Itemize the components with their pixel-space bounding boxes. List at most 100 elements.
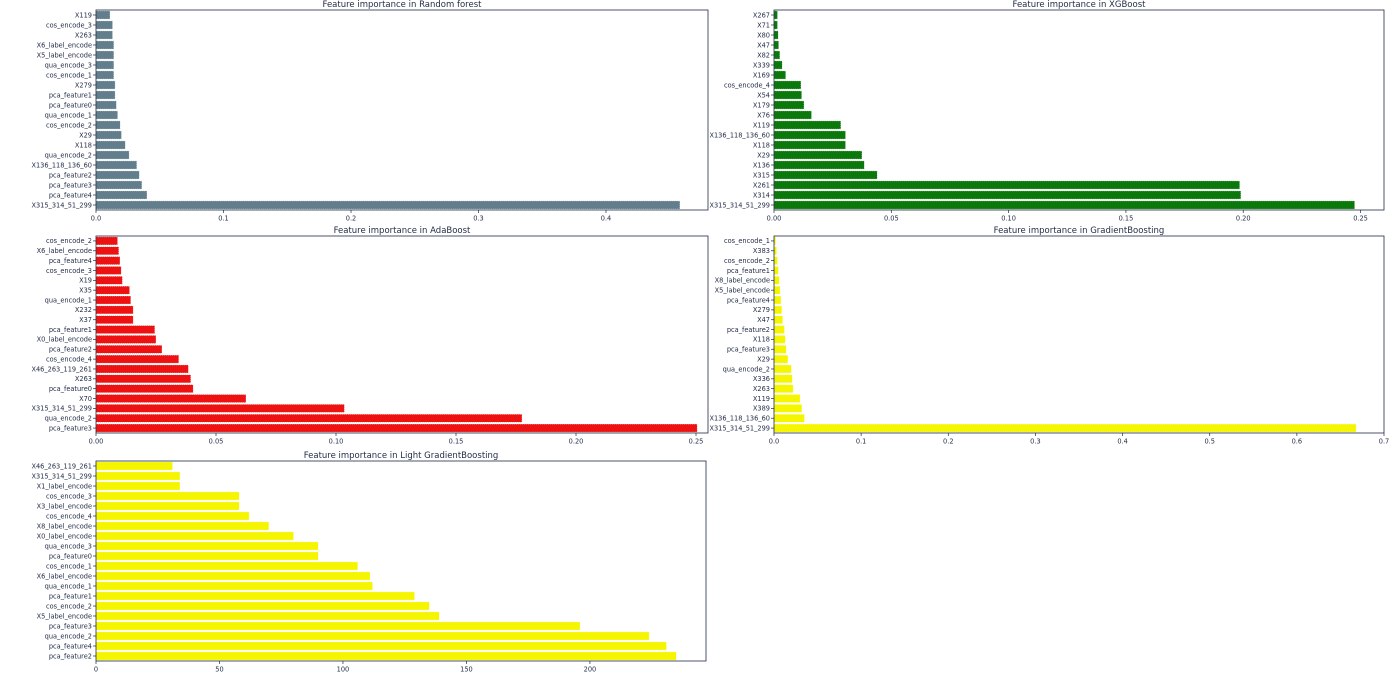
y-tick-label: X47 xyxy=(757,41,770,49)
bar xyxy=(95,200,681,210)
y-tick-label: X267 xyxy=(753,11,770,19)
bar xyxy=(773,305,783,315)
bar xyxy=(95,481,181,491)
x-tick-label: 0.3 xyxy=(473,215,484,223)
y-tick-label: X315_314_51_299 xyxy=(709,424,770,432)
y-tick-label: X1_label_encode xyxy=(37,482,92,490)
x-tick-label: 0.1 xyxy=(218,215,229,223)
bar xyxy=(95,541,319,551)
bar xyxy=(773,344,787,354)
x-tick-label: 150 xyxy=(460,666,473,674)
x-tick-label: 50 xyxy=(215,666,223,674)
bar xyxy=(95,511,250,521)
bar xyxy=(95,461,173,471)
x-tick-label: 0.00 xyxy=(89,438,104,446)
y-tick-label: qua_encode_2 xyxy=(723,365,770,373)
x-tick-label: 0.4 xyxy=(601,215,612,223)
bar xyxy=(95,160,138,170)
y-tick-label: X279 xyxy=(75,81,92,89)
bar xyxy=(95,70,115,80)
chart-title: Feature importance in Random forest xyxy=(323,0,483,10)
bar xyxy=(95,276,123,285)
chart-title: Feature importance in Light GradientBoos… xyxy=(304,451,499,461)
x-tick-label: 0.6 xyxy=(1292,438,1303,446)
chart-panel-3: Feature importance in AdaBoost cos_encode… xyxy=(31,226,709,446)
y-tick-label: cos_encode_3 xyxy=(46,21,92,29)
y-tick-label: X263 xyxy=(753,385,770,393)
y-tick-label: X261 xyxy=(753,181,770,189)
bar xyxy=(95,335,157,344)
bar xyxy=(773,130,846,140)
bar xyxy=(773,30,779,40)
bar xyxy=(95,305,134,315)
bar xyxy=(95,325,156,334)
bar xyxy=(95,521,270,531)
x-tick-label: 0.20 xyxy=(569,438,584,446)
y-tick-label: X35 xyxy=(79,286,92,294)
y-tick-label: X82 xyxy=(757,51,770,59)
bar xyxy=(95,140,126,150)
y-tick-label: cos_encode_3 xyxy=(46,492,92,500)
bar xyxy=(95,404,345,413)
bar xyxy=(95,394,247,403)
x-tick-label: 200 xyxy=(584,666,597,674)
y-tick-label: cos_encode_3 xyxy=(46,267,92,275)
bar xyxy=(95,236,118,246)
y-tick-label: cos_encode_1 xyxy=(724,237,770,245)
bar xyxy=(95,246,120,256)
bar xyxy=(773,354,789,364)
bar xyxy=(773,413,805,423)
bar xyxy=(773,10,778,20)
y-tick-label: pca_feature3 xyxy=(49,622,92,630)
bar xyxy=(95,344,163,354)
y-tick-label: X6_label_encode xyxy=(37,572,92,580)
y-tick-label: X6_label_encode xyxy=(37,41,92,49)
y-tick-label: X29 xyxy=(757,355,770,363)
bar xyxy=(773,40,779,50)
bar xyxy=(773,110,812,120)
x-tick-label: 0 xyxy=(94,666,98,674)
y-tick-label: X119 xyxy=(753,395,770,403)
bar xyxy=(95,190,148,200)
chart-title: Feature importance in XGBoost xyxy=(1013,0,1147,10)
y-tick-label: X118 xyxy=(753,336,770,344)
y-tick-label: qua_encode_2 xyxy=(45,415,92,423)
bar xyxy=(95,491,240,501)
bar xyxy=(773,236,776,246)
bar xyxy=(95,180,143,190)
y-tick-label: X3_label_encode xyxy=(37,502,92,510)
y-tick-label: cos_encode_4 xyxy=(724,81,770,89)
y-tick-label: cos_encode_1 xyxy=(46,562,92,570)
bar xyxy=(773,394,801,403)
x-tick-label: 0.0 xyxy=(91,215,102,223)
y-tick-label: pca_feature3 xyxy=(727,346,770,354)
bar xyxy=(95,631,650,641)
y-tick-label: qua_encode_1 xyxy=(45,582,92,590)
bar xyxy=(95,130,122,140)
x-tick-label: 0.2 xyxy=(943,438,954,446)
bar xyxy=(95,364,189,374)
bar xyxy=(773,266,779,275)
y-tick-label: X136_118_136_60 xyxy=(709,131,770,139)
bar xyxy=(773,276,780,285)
bar xyxy=(95,256,121,265)
y-tick-label: pca_feature2 xyxy=(49,171,92,179)
bar xyxy=(773,246,777,256)
bar xyxy=(773,140,846,150)
bar xyxy=(773,325,785,334)
y-tick-label: pca_feature2 xyxy=(49,652,92,660)
y-tick-label: X136_118_136_60 xyxy=(31,161,92,169)
plot-frame xyxy=(773,235,1385,434)
bar xyxy=(773,295,782,305)
y-tick-label: pca_feature0 xyxy=(49,552,92,560)
bar xyxy=(95,10,111,20)
chart-panel-2: Feature importance in XGBoost X267 X71 X80 X… xyxy=(709,0,1385,223)
bar xyxy=(773,150,863,160)
y-tick-label: X80 xyxy=(757,31,770,39)
y-tick-label: X315_314_51_299 xyxy=(31,472,92,480)
x-tick-label: 0.25 xyxy=(689,438,704,446)
y-tick-label: X54 xyxy=(757,91,770,99)
x-tick-label: 0.10 xyxy=(1001,215,1016,223)
bar xyxy=(773,60,783,70)
